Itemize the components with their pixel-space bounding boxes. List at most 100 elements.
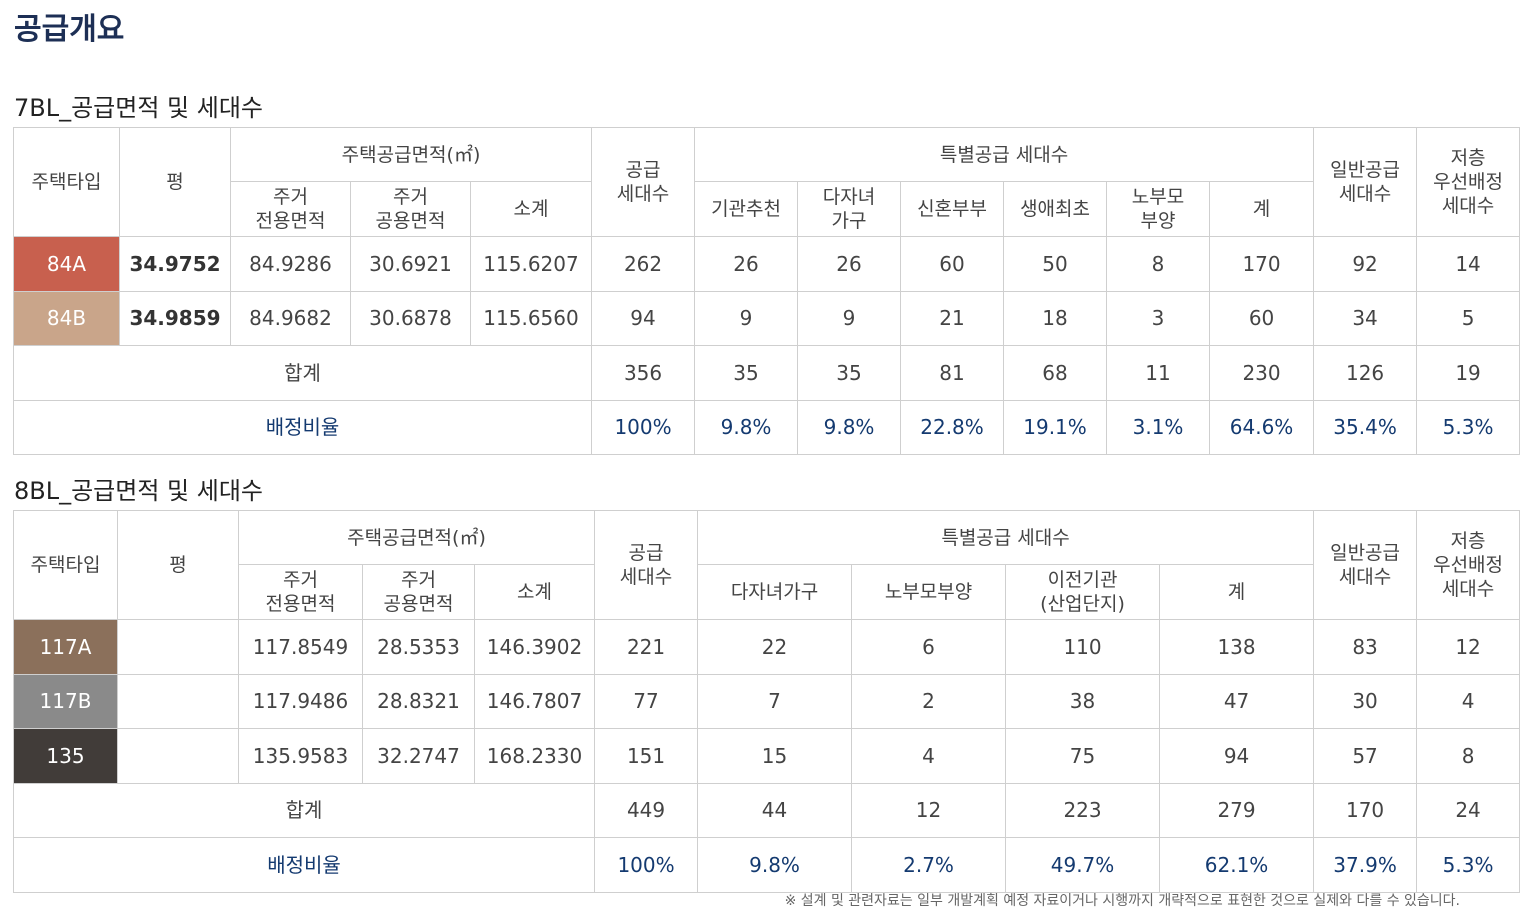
value-cell: 6	[851, 619, 1007, 675]
value-cell: 110	[1005, 619, 1161, 675]
value-cell: 83	[1313, 619, 1418, 675]
value-cell: 77	[594, 673, 699, 729]
value-cell: 75	[1005, 728, 1161, 784]
value-cell: 12	[1416, 619, 1521, 675]
header-cell: 계	[1209, 181, 1315, 237]
value-cell: 34	[1313, 290, 1418, 346]
total-cell: 126	[1313, 345, 1418, 401]
total-cell: 170	[1313, 782, 1418, 838]
ratio-label: 배정비율	[12, 399, 593, 455]
total-cell: 24	[1416, 782, 1521, 838]
table-body: 84A 34.9752 84.9286 30.6921 115.6207 262 26 26 6…	[12, 236, 1521, 455]
ratio-cell: 64.6%	[1209, 399, 1315, 455]
ratio-cell: 3.1%	[1106, 399, 1211, 455]
ratio-cell: 9.8%	[697, 837, 853, 893]
value-cell: 28.5353	[362, 619, 475, 675]
ratio-cell: 22.8%	[900, 399, 1005, 455]
data-row: 84A 34.9752 84.9286 30.6921 115.6207 262 26 26 6…	[13, 236, 1521, 292]
header-row: 주택타입 평 주택공급면적(㎡) 공급 세대수 특별공급 세대수 일반공급 세대…	[13, 510, 1521, 620]
header-cell: 주택타입	[13, 510, 118, 620]
value-cell: 26	[797, 236, 902, 292]
header-cell: 주택타입	[13, 127, 120, 237]
header-cell: 주거 공용면적	[362, 564, 475, 620]
header-cell: 일반공급 세대수	[1313, 127, 1418, 237]
header-cell: 주거 공용면적	[350, 181, 471, 237]
ratio-cell: 100%	[594, 837, 699, 893]
table-head: 주택타입 평 주택공급면적(㎡) 공급 세대수 특별공급 세대수 일반공급 세대…	[13, 510, 1521, 620]
header-cell: 신혼부부	[900, 181, 1005, 237]
value-cell: 60	[900, 236, 1005, 292]
header-cell: 특별공급 세대수	[694, 127, 1315, 182]
header-cell: 소계	[473, 564, 596, 620]
ratio-cell: 37.9%	[1313, 837, 1418, 893]
data-row: 84B 34.9859 84.9682 30.6878 115.6560 94 9 9 21 18…	[13, 290, 1521, 346]
total-cell: 449	[594, 782, 699, 838]
value-cell: 115.6560	[469, 290, 593, 346]
header-cell: 특별공급 세대수	[697, 510, 1315, 565]
type-cell: 117B	[13, 673, 118, 729]
value-cell: 57	[1313, 728, 1418, 784]
header-cell: 주거 전용면적	[230, 181, 351, 237]
value-cell: 9	[797, 290, 902, 346]
value-cell: 32.2747	[362, 728, 475, 784]
value-cell: 94	[1159, 728, 1315, 784]
ratio-cell: 9.8%	[694, 399, 799, 455]
value-cell: 38	[1005, 673, 1161, 729]
header-cell: 노부모 부양	[1106, 181, 1211, 237]
ratio-cell: 9.8%	[797, 399, 902, 455]
header-cell: 주택공급면적(㎡)	[229, 127, 593, 182]
value-cell: 138	[1159, 619, 1315, 675]
header-cell: 기관추천	[694, 181, 799, 237]
value-cell: 92	[1313, 236, 1418, 292]
total-cell: 19	[1416, 345, 1521, 401]
value-cell: 21	[900, 290, 1005, 346]
value-cell: 146.3902	[473, 619, 596, 675]
header-cell: 저층 우선배정 세대수	[1416, 127, 1521, 237]
total-cell: 223	[1005, 782, 1161, 838]
type-cell: 135	[13, 728, 118, 784]
value-cell: 9	[694, 290, 799, 346]
value-cell: 2	[851, 673, 1007, 729]
header-cell: 공급 세대수	[594, 510, 699, 620]
ratio-cell: 5.3%	[1416, 837, 1521, 893]
supply-table: 주택타입 평 주택공급면적(㎡) 공급 세대수 특별공급 세대수 일반공급 세대…	[12, 510, 1521, 893]
total-cell: 81	[900, 345, 1005, 401]
ratio-cell: 2.7%	[851, 837, 1007, 893]
header-cell: 평	[119, 127, 231, 237]
ratio-cell: 35.4%	[1313, 399, 1418, 455]
value-cell: 26	[694, 236, 799, 292]
header-cell: 공급 세대수	[591, 127, 696, 237]
value-cell: 50	[1003, 236, 1108, 292]
value-cell: 170	[1209, 236, 1315, 292]
header-cell: 다자녀가구	[697, 564, 853, 620]
header-cell: 노부모부양	[851, 564, 1007, 620]
value-cell: 30.6878	[350, 290, 471, 346]
ratio-row: 배정비율 100% 9.8% 9.8% 22.8% 19.1% 3.1% 64.6% 35.4%…	[12, 399, 1521, 455]
value-cell: 117.8549	[238, 619, 363, 675]
total-cell: 11	[1106, 345, 1211, 401]
value-cell: 94	[591, 290, 696, 346]
value-cell: 151	[594, 728, 699, 784]
ratio-cell: 19.1%	[1003, 399, 1108, 455]
total-cell: 68	[1003, 345, 1108, 401]
total-row: 합계 356 35 35 81 68 11 230 126 19	[12, 345, 1521, 401]
value-cell: 146.7807	[473, 673, 596, 729]
value-cell: 7	[697, 673, 853, 729]
header-cell: 주택공급면적(㎡)	[237, 510, 596, 565]
value-cell: 18	[1003, 290, 1108, 346]
ratio-label: 배정비율	[12, 837, 596, 893]
type-cell: 117A	[13, 619, 118, 675]
value-cell: 22	[697, 619, 853, 675]
total-cell: 12	[851, 782, 1007, 838]
table-body: 117A 117.8549 28.5353 146.3902 22 1 2 2 6 110 138 8…	[12, 619, 1521, 893]
value-cell: 135.9583	[238, 728, 363, 784]
value-cell: 30	[1313, 673, 1418, 729]
value-cell: 4	[1416, 673, 1521, 729]
header-cell: 계	[1159, 564, 1315, 620]
data-row: 117B 117.9486 28.8321 146.7807 77 7 2 38 47 30 4	[13, 673, 1521, 729]
header-row: 주택타입 평 주택공급면적(㎡) 공급 세대수 특별공급 세대수 일반공급 세대…	[13, 127, 1521, 237]
ratio-cell: 5.3%	[1416, 399, 1521, 455]
value-cell: 3	[1106, 290, 1211, 346]
total-cell: 356	[591, 345, 696, 401]
